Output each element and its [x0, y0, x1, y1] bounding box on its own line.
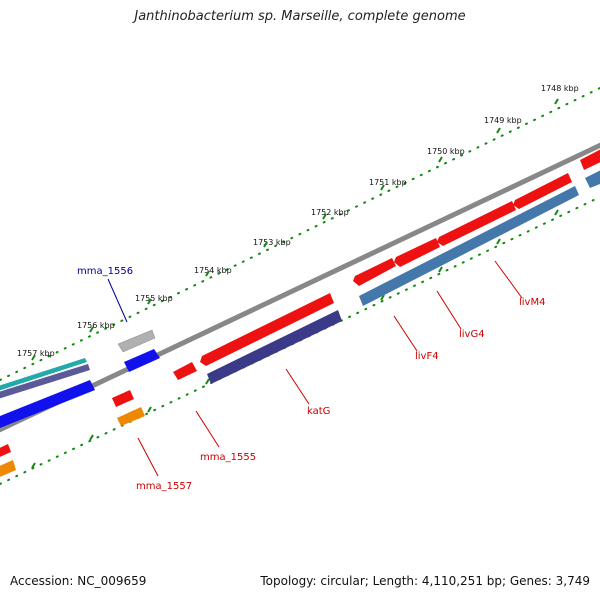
gene-label-livF4: livF4	[415, 351, 439, 362]
genome-backbone	[0, 142, 600, 433]
gene-mma_1556	[117, 329, 156, 353]
label-leaders	[107, 260, 523, 477]
gene-red-edge	[580, 149, 600, 170]
gene-label-livM4: livM4	[519, 297, 545, 308]
ruler-label: 1751 kbp	[369, 178, 407, 187]
gene-livM4	[437, 201, 516, 246]
ruler-ticks	[31, 98, 559, 361]
ruler-label: 1748 kbp	[541, 84, 579, 93]
gene-teal	[0, 358, 87, 391]
gene-label-livG4: livG4	[459, 329, 485, 340]
gene-mma_1555	[173, 362, 197, 380]
gene-label-mma_1555: mma_1555	[200, 452, 256, 463]
accession-label: Accession: NC_009659	[10, 574, 147, 588]
gene-mma_1557	[112, 390, 134, 407]
gene-livG4	[394, 238, 440, 267]
ruler-label: 1756 kbp	[77, 321, 115, 330]
gene-katG	[200, 293, 334, 366]
gene-orange	[117, 407, 145, 426]
gene-purple-left	[0, 364, 90, 399]
gene-steelblue	[359, 186, 579, 306]
reverse-genes	[0, 170, 600, 477]
ruler-label: 1752 kbp	[311, 208, 349, 217]
forward-genes	[0, 149, 600, 399]
gene-orange-far-left	[0, 460, 16, 477]
outer-ruler	[0, 87, 600, 381]
gene-red-far-left	[0, 444, 11, 457]
ruler-label: 1749 kbp	[484, 116, 522, 125]
ruler-label: 1757 kbp	[17, 349, 55, 358]
map-title: Janthinobacterium sp. Marseille, complet…	[134, 9, 466, 24]
gene-steelblue-edge	[585, 170, 600, 188]
gene-label-katG: katG	[307, 406, 330, 417]
ruler-label: 1750 kbp	[427, 147, 465, 156]
genome-stats: Topology: circular; Length: 4,110,251 bp…	[260, 574, 590, 588]
gene-label-mma_1556: mma_1556	[77, 266, 133, 277]
gene-livF4	[353, 258, 396, 286]
gene-label-mma_1557: mma_1557	[136, 481, 192, 492]
gene-purple	[207, 310, 342, 384]
gene-red-next	[513, 173, 572, 209]
ruler-label: 1755 kbp	[135, 294, 173, 303]
gene-blue-small	[124, 349, 160, 372]
gene-blue-left	[0, 380, 95, 428]
ruler-label: 1754 kbp	[194, 266, 232, 275]
ruler-label: 1753 kbp	[253, 238, 291, 247]
